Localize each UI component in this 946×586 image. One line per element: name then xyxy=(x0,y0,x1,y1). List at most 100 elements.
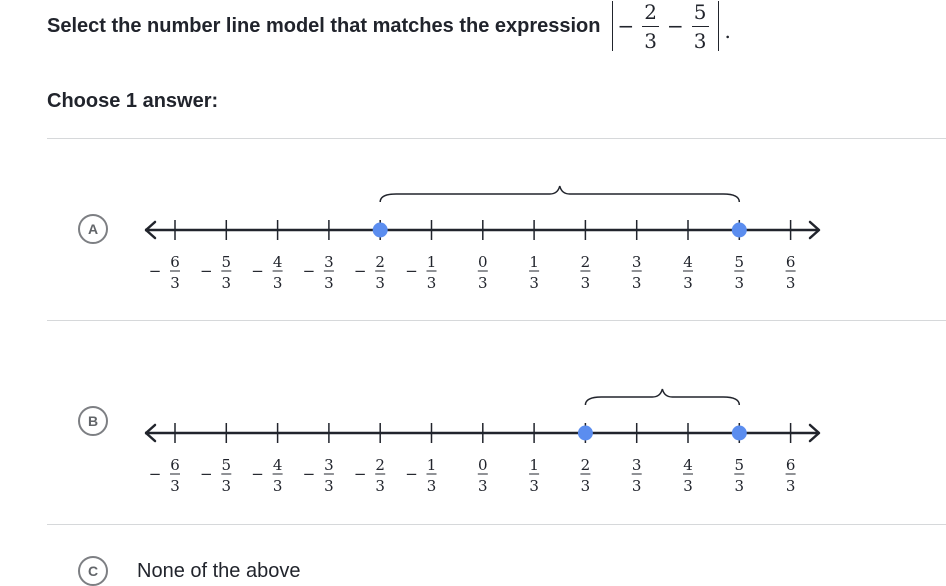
tick-denominator: 3 xyxy=(427,477,437,495)
tick-label: 63 xyxy=(785,456,796,495)
tick-label: 13 xyxy=(529,456,540,495)
tick-numerator: 2 xyxy=(375,253,385,271)
tick-denominator: 3 xyxy=(375,477,385,495)
tick-label: 1 3− xyxy=(405,456,437,495)
tick-sign: − xyxy=(354,262,367,280)
tick-label: 5 3− xyxy=(200,456,232,495)
tick-label: 6 3− xyxy=(149,456,180,495)
tick-denominator: 3 xyxy=(170,274,180,292)
expr-period: . xyxy=(724,19,731,43)
tick-sign: − xyxy=(303,262,316,280)
tick-numerator: 4 xyxy=(683,456,693,474)
tick-label: 2 3− xyxy=(354,456,386,495)
expr-term2-numerator: 5 xyxy=(691,2,709,27)
brace xyxy=(584,388,741,406)
tick-label: 13 xyxy=(529,253,540,292)
choice-b[interactable]: B 6 3−5 3−4 3−3 3−2 3−1 3−0 3 1 3 2 3 3 3 4 3 5 3 6 3 xyxy=(47,321,946,524)
tick-numerator: 4 xyxy=(683,253,693,271)
tick-label: 3 3− xyxy=(303,253,334,292)
tick-numerator: 5 xyxy=(735,253,745,271)
tick-denominator: 3 xyxy=(683,274,693,292)
tick-sign: − xyxy=(251,465,264,483)
point-marker xyxy=(731,222,747,238)
choice-c[interactable]: C None of the above xyxy=(47,525,946,586)
tick-denominator: 3 xyxy=(735,274,745,292)
tick-label: 4 3− xyxy=(251,456,283,495)
brace xyxy=(379,185,741,203)
tick-denominator: 3 xyxy=(529,274,539,292)
expr-term1-numerator: 2 xyxy=(642,2,659,27)
tick-denominator: 3 xyxy=(683,477,693,495)
tick-sign: − xyxy=(303,465,316,483)
choice-b-letter[interactable]: B xyxy=(78,406,108,436)
divider xyxy=(47,138,946,139)
tick-numerator: 6 xyxy=(786,253,796,271)
point-marker xyxy=(577,425,593,441)
divider xyxy=(47,524,946,525)
tick-numerator: 2 xyxy=(581,253,591,271)
tick-numerator: 5 xyxy=(222,253,232,271)
tick-denominator: 3 xyxy=(222,477,232,495)
tick-numerator: 6 xyxy=(170,456,180,474)
tick-numerator: 5 xyxy=(222,456,232,474)
tick-label: 2 3− xyxy=(354,253,386,292)
tick-sign: − xyxy=(251,262,264,280)
abs-bar-left xyxy=(611,1,613,51)
tick-numerator: 0 xyxy=(478,456,488,474)
tick-label: 6 3− xyxy=(149,253,180,292)
point-marker xyxy=(372,222,388,238)
left-arrow-icon xyxy=(144,423,157,443)
choice-a-letter[interactable]: A xyxy=(78,214,108,244)
expr-term2-denominator: 3 xyxy=(693,28,707,53)
question-text: Select the number line model that matche… xyxy=(47,14,601,37)
question-prompt: Select the number line model that matche… xyxy=(47,0,731,52)
tick-numerator: 3 xyxy=(324,253,334,271)
tick-numerator: 1 xyxy=(529,253,539,271)
tick-label: 23 xyxy=(580,456,591,495)
tick-denominator: 3 xyxy=(375,274,385,292)
tick-denominator: 3 xyxy=(170,477,180,495)
tick-label: 53 xyxy=(734,253,745,292)
tick-denominator: 3 xyxy=(529,477,539,495)
left-arrow-icon xyxy=(144,220,157,240)
right-arrow-icon xyxy=(808,220,821,240)
tick-denominator: 3 xyxy=(786,477,796,495)
expr-term2-fraction: 5 3 xyxy=(691,2,709,53)
tick-numerator: 3 xyxy=(632,456,642,474)
tick-denominator: 3 xyxy=(581,274,591,292)
tick-label: 4 3− xyxy=(251,253,283,292)
choice-c-text: None of the above xyxy=(137,560,301,582)
tick-label: 53 xyxy=(734,456,745,495)
tick-label: 3 3− xyxy=(303,456,334,495)
tick-numerator: 1 xyxy=(427,456,437,474)
tick-label: 5 3− xyxy=(200,253,232,292)
tick-numerator: 3 xyxy=(632,253,642,271)
tick-denominator: 3 xyxy=(273,274,283,292)
tick-numerator: 4 xyxy=(273,253,283,271)
tick-numerator: 4 xyxy=(273,456,283,474)
tick-denominator: 3 xyxy=(427,274,437,292)
expr-term1-sign: − xyxy=(617,14,635,38)
choice-c-letter[interactable]: C xyxy=(78,556,108,586)
tick-label: 23 xyxy=(580,253,591,292)
tick-denominator: 3 xyxy=(581,477,591,495)
tick-label: 33 xyxy=(631,456,642,495)
divider xyxy=(47,320,946,321)
absolute-value-expression: − 2 3 − 5 3 . xyxy=(609,1,731,51)
tick-denominator: 3 xyxy=(632,477,642,495)
tick-denominator: 3 xyxy=(786,274,796,292)
tick-numerator: 0 xyxy=(478,253,488,271)
expr-term1-denominator: 3 xyxy=(644,28,657,53)
tick-denominator: 3 xyxy=(222,274,232,292)
tick-numerator: 3 xyxy=(324,456,334,474)
tick-label: 43 xyxy=(683,253,693,292)
right-arrow-icon xyxy=(808,423,821,443)
tick-denominator: 3 xyxy=(735,477,745,495)
tick-numerator: 2 xyxy=(375,456,385,474)
tick-label: 1 3− xyxy=(405,253,437,292)
tick-label: 43 xyxy=(683,456,693,495)
tick-numerator: 5 xyxy=(735,456,745,474)
choice-a[interactable]: A 6 3−5 3−4 3−3 3−2 3−1 3−0 3 1 3 2 3 3 3 4 3 5 3 6 3 xyxy=(47,139,946,320)
